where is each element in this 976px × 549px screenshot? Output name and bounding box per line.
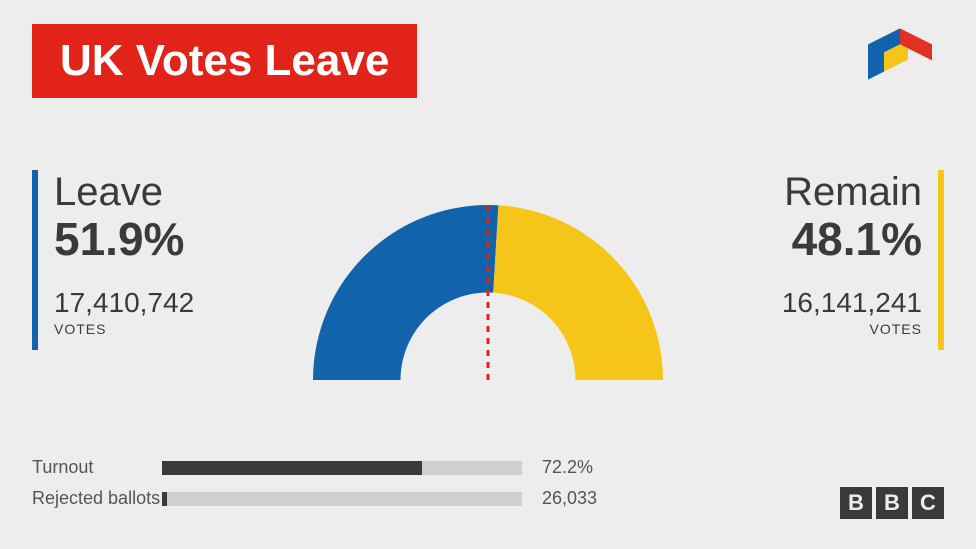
remain-block: Remain 48.1% 16,141,241 VOTES <box>766 170 944 350</box>
result-gauge <box>308 200 668 380</box>
rejected-label: Rejected ballots <box>32 489 162 509</box>
remain-votes-label: VOTES <box>782 321 922 337</box>
results-row: Leave 51.9% 17,410,742 VOTES Remain 48.1… <box>32 170 944 380</box>
bbc-logo-b2: B <box>876 487 908 519</box>
leave-votes-label: VOTES <box>54 321 194 337</box>
rejected-bar-fill <box>162 492 167 506</box>
bbc-logo-c: C <box>912 487 944 519</box>
leave-votes: 17,410,742 <box>54 287 194 319</box>
remain-label: Remain <box>782 170 922 214</box>
remain-percent: 48.1% <box>782 214 922 265</box>
bbc-logo-b1: B <box>840 487 872 519</box>
leave-block: Leave 51.9% 17,410,742 VOTES <box>32 170 210 350</box>
turnout-bar <box>162 461 522 475</box>
rejected-value: 26,033 <box>542 488 597 509</box>
leave-percent: 51.9% <box>54 214 194 265</box>
turnout-row: Turnout 72.2% <box>32 457 944 478</box>
rejected-bar <box>162 492 522 506</box>
footer-stats: Turnout 72.2% Rejected ballots 26,033 B … <box>32 457 944 519</box>
rejected-row: Rejected ballots 26,033 <box>32 488 944 509</box>
source-logo-icon <box>860 22 940 102</box>
remain-votes: 16,141,241 <box>782 287 922 319</box>
turnout-label: Turnout <box>32 458 162 478</box>
bbc-logo: B B C <box>840 487 944 519</box>
remain-accent-bar <box>938 170 944 350</box>
leave-label: Leave <box>54 170 194 214</box>
turnout-value: 72.2% <box>542 457 593 478</box>
turnout-bar-fill <box>162 461 422 475</box>
title-banner: UK Votes Leave <box>32 24 417 98</box>
